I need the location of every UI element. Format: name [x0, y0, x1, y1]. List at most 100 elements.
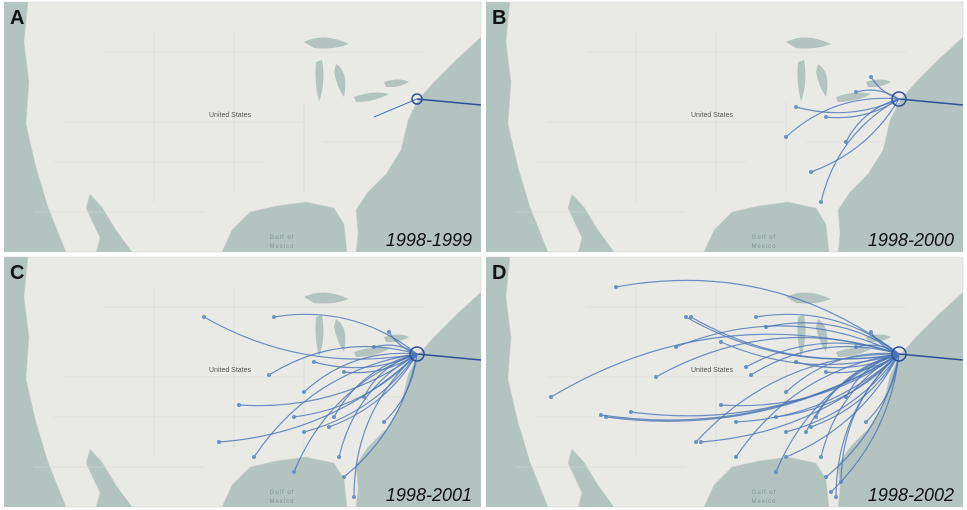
- location-dot: [292, 470, 296, 474]
- location-dot: [734, 455, 738, 459]
- hub: [411, 93, 423, 105]
- location-dot: [784, 390, 788, 394]
- flow-line: [745, 342, 900, 368]
- period-label: 1998-2001: [386, 485, 472, 505]
- location-dot: [654, 375, 658, 379]
- flow-line: [675, 325, 900, 355]
- location-dot: [302, 430, 306, 434]
- flow-line: [615, 279, 900, 355]
- flow-line: [775, 353, 900, 473]
- lake: [354, 347, 389, 357]
- lake: [315, 60, 324, 102]
- gulf-label: Mexico: [269, 499, 294, 505]
- gulf-label: Gulf of: [270, 490, 295, 496]
- location-dot: [824, 370, 828, 374]
- location-dot: [267, 373, 271, 377]
- land: [4, 1, 482, 253]
- location-dot: [674, 345, 678, 349]
- flow-line: [338, 353, 418, 458]
- flow-line: [600, 353, 900, 421]
- location-dot: [252, 455, 256, 459]
- location-dot: [327, 425, 331, 429]
- flow-line: [333, 353, 418, 418]
- lake: [354, 92, 389, 102]
- location-dot: [292, 415, 296, 419]
- gulf-label: Gulf of: [752, 490, 777, 496]
- flow-line: [273, 313, 418, 355]
- country-label: United States: [691, 367, 734, 374]
- location-dot: [784, 430, 788, 434]
- flow-line: [268, 345, 418, 376]
- flow-line: [810, 98, 900, 173]
- location-dot: [744, 365, 748, 369]
- location-dot: [382, 420, 386, 424]
- location-dot: [217, 440, 221, 444]
- hub: [409, 346, 425, 362]
- location-dot: [819, 200, 823, 204]
- lake: [315, 315, 324, 357]
- location-dot: [869, 330, 873, 334]
- location-dot: [749, 373, 753, 377]
- location-dot: [629, 410, 633, 414]
- location-dot: [684, 315, 688, 319]
- lake: [334, 319, 346, 352]
- flow-line: [695, 353, 900, 443]
- flow-line: [303, 352, 418, 393]
- period-label: 1998-1999: [386, 230, 472, 250]
- flow-line: [416, 353, 482, 361]
- map-panel: United States Gulf of Mexico B 1998-2000: [486, 1, 964, 253]
- location-dot: [804, 430, 808, 434]
- location-dot: [854, 90, 858, 94]
- location-dot: [834, 495, 838, 499]
- location-dot: [719, 340, 723, 344]
- location-dot: [332, 415, 336, 419]
- lake: [786, 37, 831, 49]
- map-panel: United States Gulf of Mexico A 1998-1999: [4, 1, 482, 253]
- lake: [334, 64, 346, 97]
- country-label: United States: [209, 112, 252, 119]
- location-dot: [337, 455, 341, 459]
- location-dot: [824, 475, 828, 479]
- gulf-label: Gulf of: [270, 235, 295, 241]
- flow-line: [898, 98, 964, 106]
- country-label: United States: [209, 367, 252, 374]
- location-dot: [202, 315, 206, 319]
- flow-line: [328, 353, 418, 428]
- flow-line: [735, 353, 900, 423]
- gulf-label: Mexico: [269, 244, 294, 250]
- location-dot: [352, 495, 356, 499]
- location-dot: [694, 440, 698, 444]
- gulf-label: Mexico: [751, 244, 776, 250]
- lake: [786, 292, 831, 304]
- flow-line: [353, 353, 418, 498]
- flow-line: [700, 353, 900, 443]
- location-dot: [237, 403, 241, 407]
- land: [486, 1, 964, 253]
- flow-line: [238, 353, 418, 407]
- location-dot: [784, 135, 788, 139]
- flow-line: [820, 98, 900, 203]
- panel-letter: C: [10, 262, 24, 284]
- period-label: 1998-2000: [868, 230, 954, 250]
- location-dot: [774, 470, 778, 474]
- flow-line: [303, 353, 418, 433]
- flow-line: [810, 353, 900, 428]
- location-dot: [809, 170, 813, 174]
- flow-line: [550, 333, 900, 398]
- location-dot: [819, 455, 823, 459]
- location-dot: [599, 413, 603, 417]
- panel-letter: B: [492, 7, 506, 29]
- flow-line: [795, 98, 900, 114]
- location-dot: [784, 455, 788, 459]
- flow-line: [293, 353, 418, 473]
- location-dot: [312, 360, 316, 364]
- location-dot: [754, 315, 758, 319]
- location-dot: [699, 440, 703, 444]
- flow-line: [855, 89, 900, 100]
- flow-line: [840, 353, 900, 483]
- flow-line: [785, 352, 900, 393]
- lake: [836, 92, 871, 102]
- period-label: 1998-2002: [868, 485, 954, 505]
- location-dot: [302, 390, 306, 394]
- location-dot: [869, 75, 873, 79]
